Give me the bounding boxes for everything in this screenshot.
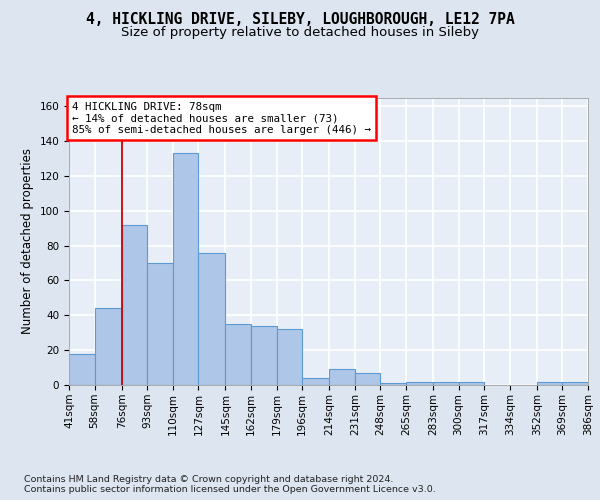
Bar [433, 382, 458, 385]
Bar [380, 384, 406, 385]
Bar [302, 378, 329, 385]
Bar [147, 263, 173, 385]
Text: 4 HICKLING DRIVE: 78sqm
← 14% of detached houses are smaller (73)
85% of semi-de: 4 HICKLING DRIVE: 78sqm ← 14% of detache… [72, 102, 371, 135]
Bar [355, 373, 380, 385]
Bar [199, 252, 226, 385]
Bar [562, 382, 588, 385]
Bar [251, 326, 277, 385]
Text: Size of property relative to detached houses in Sileby: Size of property relative to detached ho… [121, 26, 479, 39]
Y-axis label: Number of detached properties: Number of detached properties [21, 148, 34, 334]
Bar [173, 154, 199, 385]
Bar [277, 329, 302, 385]
Bar [458, 382, 484, 385]
Bar [537, 382, 562, 385]
Bar [95, 308, 122, 385]
Bar [226, 324, 251, 385]
Bar [122, 224, 147, 385]
Bar [69, 354, 95, 385]
Text: Contains HM Land Registry data © Crown copyright and database right 2024.
Contai: Contains HM Land Registry data © Crown c… [24, 474, 436, 494]
Text: 4, HICKLING DRIVE, SILEBY, LOUGHBOROUGH, LE12 7PA: 4, HICKLING DRIVE, SILEBY, LOUGHBOROUGH,… [86, 12, 514, 28]
Bar [329, 370, 355, 385]
Bar [406, 382, 433, 385]
